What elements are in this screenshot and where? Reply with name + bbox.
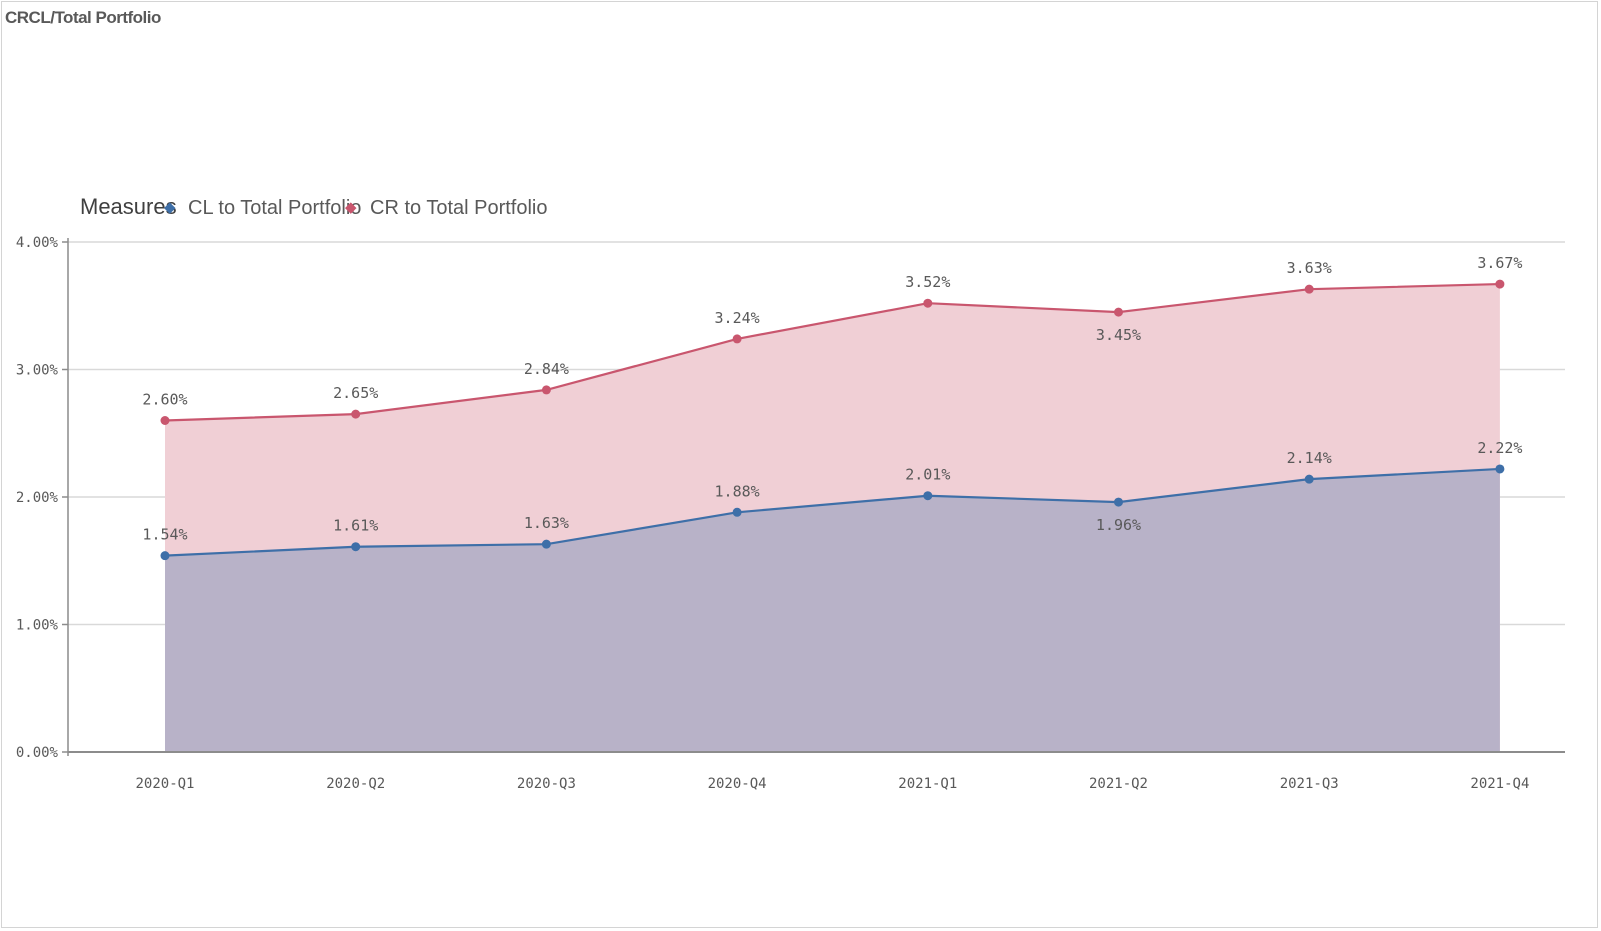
data-point-cr[interactable] xyxy=(160,416,170,425)
data-point-cr[interactable] xyxy=(1495,279,1505,289)
area-fills xyxy=(165,284,1500,752)
data-label-cr: 2.84% xyxy=(524,360,569,378)
data-label-cl: 2.22% xyxy=(1477,439,1522,457)
data-point-cr[interactable] xyxy=(1304,284,1314,294)
data-point-cl[interactable] xyxy=(1114,497,1123,507)
data-label-cr: 2.65% xyxy=(333,384,378,402)
x-tick-label: 2020-Q1 xyxy=(135,776,194,792)
x-axis-ticks: 2020-Q1 2020-Q2 2020-Q3 2020-Q4 2021-Q1 2021-… xyxy=(135,776,1529,792)
data-point-cl[interactable] xyxy=(351,542,361,552)
data-label-cl: 1.88% xyxy=(715,482,760,500)
y-tick-label: 2.00% xyxy=(16,490,59,506)
data-label-cr: 2.60% xyxy=(142,391,187,409)
data-label-cr: 3.67% xyxy=(1477,254,1522,272)
x-tick-label: 2021-Q3 xyxy=(1280,776,1339,792)
data-label-cr: 3.63% xyxy=(1287,259,1332,277)
y-tick-label: 4.00% xyxy=(16,235,59,251)
data-point-cr[interactable] xyxy=(351,409,361,419)
x-tick-label: 2020-Q4 xyxy=(708,776,767,792)
x-tick-label: 2021-Q1 xyxy=(898,776,957,792)
data-point-cl[interactable] xyxy=(732,507,742,517)
data-label-cl: 1.96% xyxy=(1096,516,1141,534)
y-tick-label: 1.00% xyxy=(16,618,59,634)
data-label-cr: 3.52% xyxy=(905,273,950,291)
series-lines xyxy=(164,282,1500,557)
y-tick-label: 3.00% xyxy=(16,363,59,379)
line-cl xyxy=(164,467,1500,557)
data-label-cr: 3.45% xyxy=(1096,326,1141,344)
legend-marker-cl: ◆ xyxy=(164,198,176,216)
x-tick-label: 2020-Q3 xyxy=(517,776,576,792)
data-labels: 2.60% 2.65% 2.84% 3.24% 3.52% 3.45% 3.63% 3.67%… xyxy=(142,254,1522,544)
legend-title: Measures xyxy=(80,194,177,219)
x-tick-label: 2021-Q2 xyxy=(1089,776,1148,792)
legend: Measures ◆ CL to Total Portfolio ◆ CR to… xyxy=(80,194,548,219)
data-points xyxy=(160,279,1505,561)
y-axis-ticks: 0.00% 1.00% 2.00% 3.00% 4.00% xyxy=(16,235,68,761)
legend-item-cr[interactable]: ◆ CR to Total Portfolio xyxy=(345,197,548,219)
y-tick-label: 0.00% xyxy=(16,745,59,761)
area-cl xyxy=(165,468,1500,752)
data-label-cl: 2.01% xyxy=(905,466,950,484)
chart-title: CRCL/Total Portfolio xyxy=(5,8,161,27)
line-cr xyxy=(164,282,1500,422)
legend-item-cl[interactable]: ◆ CL to Total Portfolio xyxy=(164,197,361,219)
legend-label-cr: CR to Total Portfolio xyxy=(370,197,548,219)
data-point-cr[interactable] xyxy=(1114,307,1123,317)
data-point-cl[interactable] xyxy=(923,491,933,501)
data-label-cl: 1.63% xyxy=(524,514,569,532)
legend-marker-cr: ◆ xyxy=(345,198,357,216)
data-point-cr[interactable] xyxy=(732,334,742,344)
data-point-cr[interactable] xyxy=(541,385,551,395)
data-point-cl[interactable] xyxy=(160,551,170,561)
data-label-cl: 2.14% xyxy=(1287,449,1332,467)
data-point-cl[interactable] xyxy=(541,539,551,549)
x-tick-label: 2021-Q4 xyxy=(1470,776,1529,792)
data-label-cr: 3.24% xyxy=(715,309,760,327)
data-point-cr[interactable] xyxy=(923,298,933,308)
data-label-cl: 1.61% xyxy=(333,517,378,535)
data-point-cl[interactable] xyxy=(1304,474,1314,484)
x-tick-label: 2020-Q2 xyxy=(326,776,385,792)
data-label-cl: 1.54% xyxy=(142,526,187,544)
data-point-cl[interactable] xyxy=(1495,464,1505,474)
legend-label-cl: CL to Total Portfolio xyxy=(188,197,361,219)
